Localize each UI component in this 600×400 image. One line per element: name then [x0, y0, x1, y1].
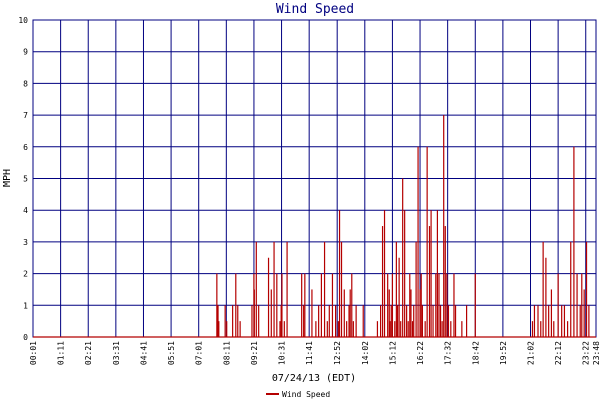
x-tick-label: 01:11 [57, 341, 66, 365]
x-tick-label: 11:41 [305, 341, 314, 365]
y-tick-label: 2 [23, 270, 28, 279]
x-tick-label: 02:21 [84, 341, 93, 365]
x-tick-label: 21:02 [527, 341, 536, 365]
y-tick-label: 6 [23, 143, 28, 152]
y-tick-label: 8 [23, 79, 28, 88]
y-axis-label: MPH [2, 169, 13, 187]
chart-title: Wind Speed [276, 2, 354, 17]
x-tick-label: 14:02 [361, 341, 370, 365]
x-axis-label: 07/24/13 (EDT) [272, 373, 356, 384]
x-tick-label: 09:21 [250, 341, 259, 365]
y-tick-label: 7 [23, 111, 28, 120]
grid [32, 19, 597, 338]
x-tick-label: 08:11 [222, 341, 231, 365]
y-tick-label: 3 [23, 238, 28, 247]
legend: Wind Speed [266, 390, 330, 399]
x-tick-label: 19:52 [499, 341, 508, 365]
y-tick-label: 10 [18, 16, 28, 25]
x-tick-label: 04:41 [139, 341, 148, 365]
x-tick-label: 23:48 [592, 341, 600, 365]
x-tick-label: 03:31 [112, 341, 121, 365]
x-tick-label: 15:12 [388, 341, 397, 365]
y-tick-label: 1 [23, 301, 28, 310]
x-tick-label: 23:22 [582, 341, 591, 365]
x-tick-label: 12:52 [333, 341, 342, 365]
x-tick-label: 05:51 [167, 341, 176, 365]
y-tick-label: 9 [23, 48, 28, 57]
x-tick-label: 22:12 [554, 341, 563, 365]
x-tick-label: 07:01 [195, 341, 204, 365]
x-tick-label: 18:42 [471, 341, 480, 365]
x-tick-label: 17:32 [444, 341, 453, 365]
legend-label: Wind Speed [282, 390, 330, 399]
y-tick-label: 0 [23, 333, 28, 342]
x-tick-label: 00:01 [29, 341, 38, 365]
y-tick-labels: 0 1 2 3 4 5 6 7 8 9 10 [18, 16, 28, 342]
y-tick-label: 5 [23, 175, 28, 184]
x-tick-label: 10:31 [278, 341, 287, 365]
series-layer [33, 115, 596, 338]
x-tick-label: 16:22 [416, 341, 425, 365]
y-tick-label: 4 [23, 206, 28, 215]
x-tick-labels: 00:01 01:11 02:21 03:31 04:41 05:51 07:01 08:11… [29, 341, 600, 365]
